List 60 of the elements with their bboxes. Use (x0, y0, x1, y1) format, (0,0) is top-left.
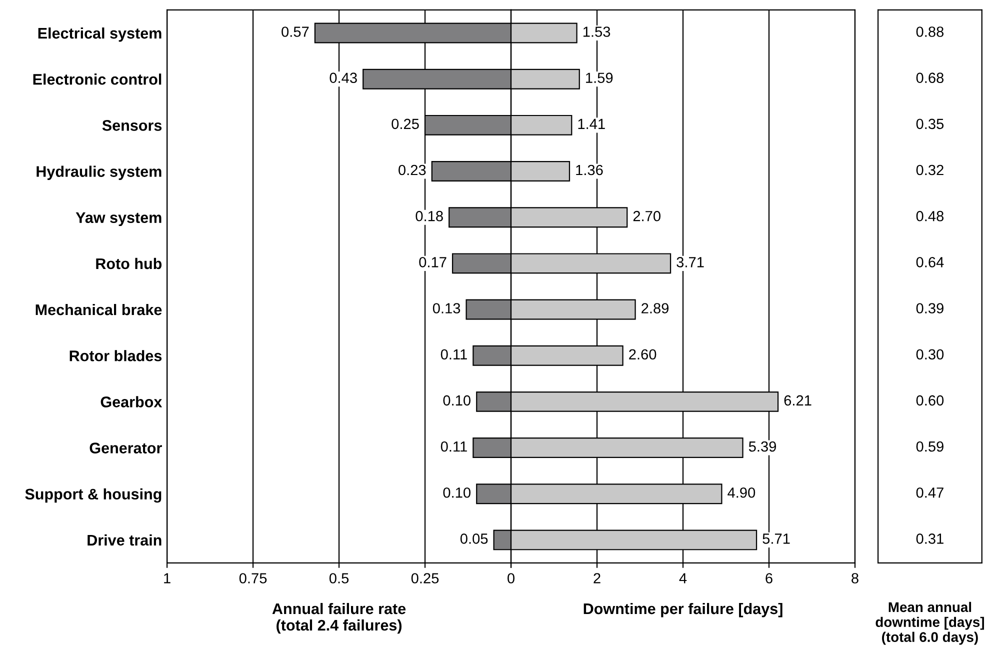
x-tick-label: 2 (594, 573, 600, 584)
data-label: 0.11 (440, 441, 467, 452)
data-label: 5.39 (748, 441, 776, 452)
data-label: 0.25 (392, 118, 419, 130)
text: Mean annual downtime [days] (total 6.0 days) (876, 602, 984, 645)
y-tick-label: Rotor blades (70, 350, 162, 362)
data-label: 2.89 (642, 303, 669, 314)
data-label: 0.18 (416, 210, 443, 222)
data-label: 1.59 (586, 72, 613, 84)
x-axis-title: Annual failure rate (total 2.4 failures) (272, 602, 406, 634)
y-tick-label: Yaw system (76, 212, 162, 226)
y-tick-label: Drive train (88, 534, 162, 546)
y-tick-label: Roto hub (96, 258, 162, 270)
x-tick-label: 0.25 (411, 573, 439, 584)
data-label: 2.60 (629, 349, 656, 360)
data-label: 0.05 (460, 534, 488, 544)
data-label: 0.10 (443, 487, 470, 498)
data-label: 1.41 (578, 118, 605, 129)
data-label: 0.23 (398, 164, 426, 176)
x-tick-label: 0 (508, 573, 514, 584)
text: 0.39 (916, 303, 944, 314)
y-tick-label: Support & housing (25, 488, 162, 503)
x-tick-label: 8 (852, 573, 858, 584)
text: 0.35 (916, 118, 944, 130)
text: 0.68 (916, 72, 944, 84)
data-label: 0.11 (440, 349, 467, 360)
x-tick-label: 0.75 (239, 573, 267, 584)
data-label: 3.71 (676, 257, 704, 268)
x-axis-title: Downtime per failure [days] (584, 602, 782, 618)
y-tick-label: Electrical system (38, 27, 162, 42)
x-tick-label: 4 (679, 573, 687, 584)
text: 0.64 (916, 257, 944, 268)
y-tick-label: Mechanical brake (36, 304, 162, 316)
text: 0.31 (916, 534, 944, 544)
y-tick-label: Electronic control (33, 74, 162, 85)
data-label: 4.90 (728, 487, 756, 498)
data-label: 1.53 (583, 26, 610, 37)
data-label: 1.36 (576, 164, 603, 176)
text: 0.32 (916, 164, 944, 176)
data-label: 0.13 (432, 303, 460, 314)
x-tick-label: 1 (164, 573, 170, 584)
text: 0.30 (916, 349, 944, 360)
data-label: 0.17 (419, 257, 446, 268)
text: 0.60 (916, 395, 944, 406)
data-label: 6.21 (784, 395, 812, 406)
y-tick-label: Sensors (102, 120, 162, 131)
y-tick-label: Gearbox (100, 396, 162, 408)
x-tick-label: 0.5 (329, 573, 349, 584)
data-label: 0.43 (330, 72, 357, 84)
data-label: 0.10 (443, 395, 470, 406)
text: 0.48 (916, 210, 944, 222)
data-label: 2.70 (633, 210, 660, 222)
data-label: 5.71 (762, 534, 790, 544)
x-tick-label: 6 (766, 573, 772, 584)
y-tick-label: Generator (90, 442, 162, 454)
text: 0.59 (916, 441, 944, 452)
y-tick-label: Hydraulic system (36, 166, 162, 180)
text: 0.47 (916, 487, 944, 498)
text: 0.88 (916, 26, 944, 37)
data-label: 0.57 (282, 26, 309, 37)
